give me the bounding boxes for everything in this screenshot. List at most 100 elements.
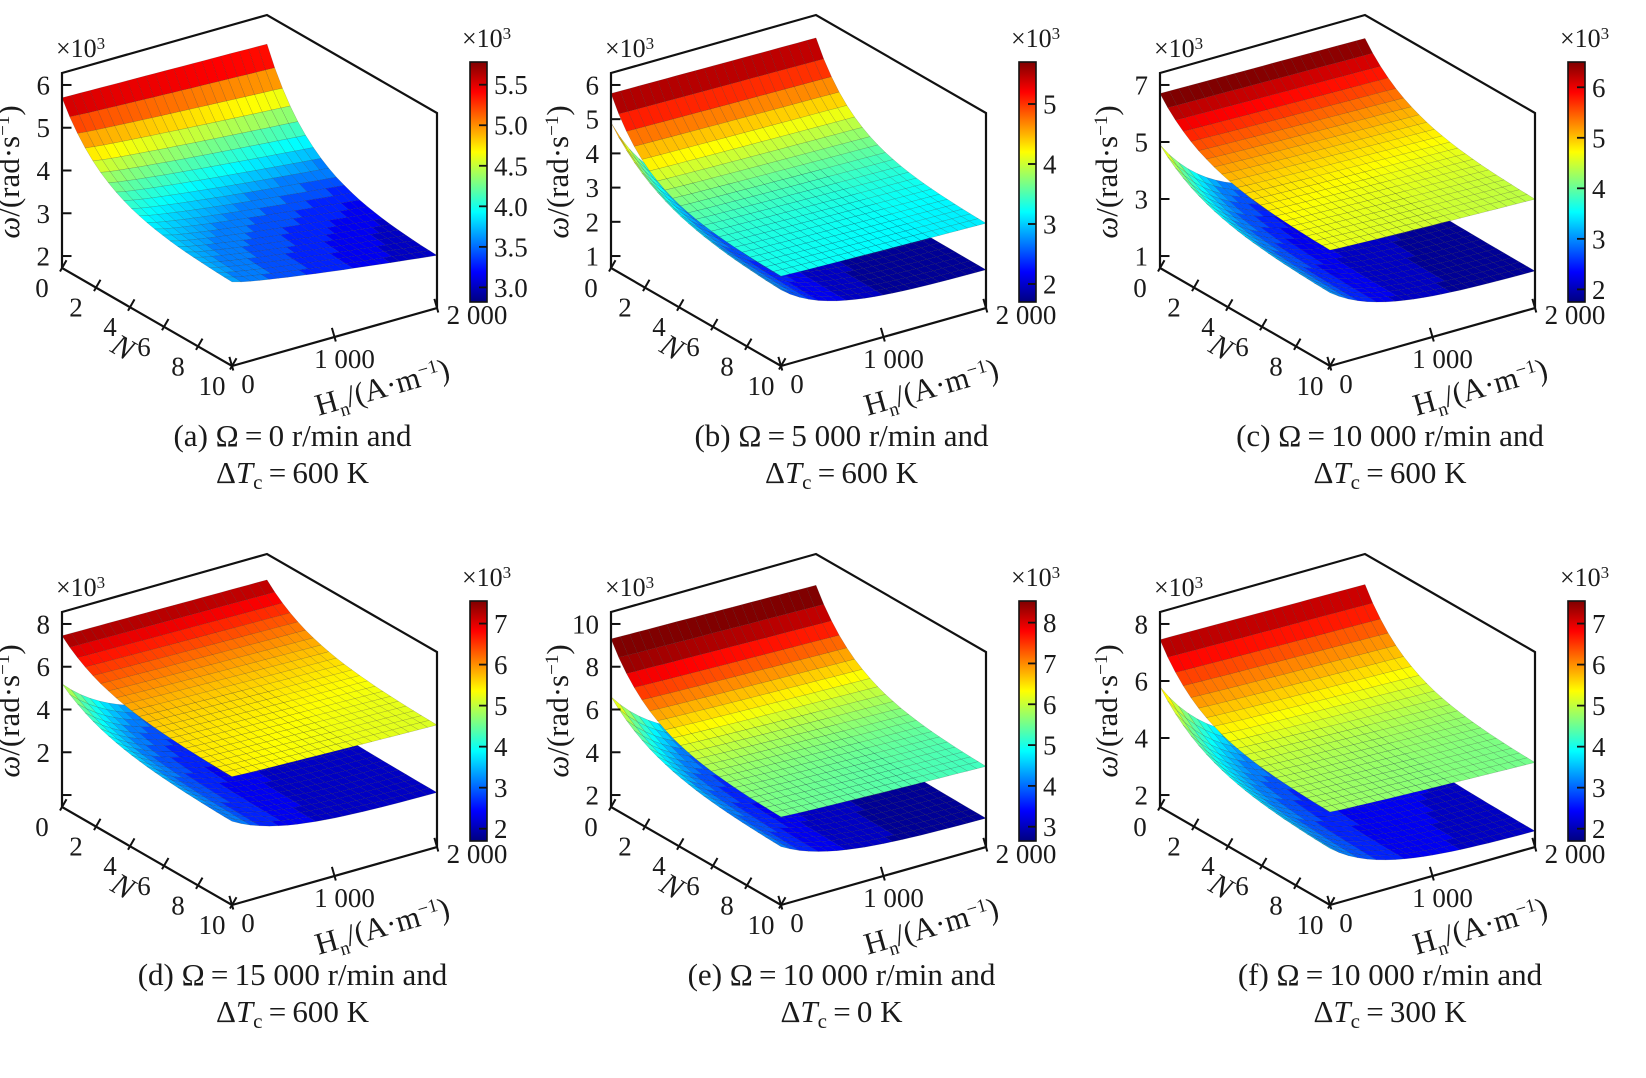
h-tick-label: 0 xyxy=(241,369,255,399)
h-tick-mark xyxy=(433,837,440,852)
n-tick-label: 4 xyxy=(1201,312,1215,342)
z-tick-label: 2 xyxy=(1135,781,1149,811)
caption-line2-part-T: T xyxy=(235,994,254,1029)
n-tick-label: 6 xyxy=(1235,332,1249,362)
z-axis-label: ω/(rad·s−1) xyxy=(540,644,575,777)
h-tick-label: 2 000 xyxy=(447,300,508,330)
colorbar-gradient xyxy=(1018,61,1037,303)
caption-line2-part-rest: = 600 K xyxy=(1360,455,1467,490)
colorbar-multiplier-label: ×103 xyxy=(462,563,511,592)
n-tick-label: 0 xyxy=(35,273,49,303)
colorbar-multiplier-label: ×103 xyxy=(1560,563,1609,592)
n-tick-label: 2 xyxy=(618,293,632,323)
n-tick-mark xyxy=(1327,357,1336,370)
caption-line1: (a) Ω = 0 r/min and xyxy=(173,418,412,453)
z-axis-label: ω/(rad·s−1) xyxy=(0,644,26,777)
n-tick-label: 6 xyxy=(137,871,151,901)
colorbar: 7 6 5 4 3 2 ×103 xyxy=(1560,563,1609,844)
caption-line1: (c) Ω = 10 000 r/min and xyxy=(1236,418,1544,453)
caption-line2: ΔTc = 600 K xyxy=(18,454,567,501)
n-tick-mark xyxy=(93,279,102,292)
caption-line2-part-delta: Δ xyxy=(215,455,236,490)
h-tick-label: 1 000 xyxy=(314,344,375,374)
z-tick-label: 4 xyxy=(586,738,600,768)
n-tick-mark xyxy=(676,837,685,851)
h-tick-label: 2 000 xyxy=(996,300,1057,330)
h-tick-mark xyxy=(1531,837,1538,852)
colorbar-multiplier-label: ×103 xyxy=(1011,24,1060,53)
caption-line2-part-T: T xyxy=(800,994,818,1029)
n-tick-mark xyxy=(744,877,753,890)
caption-line2-part-delta: Δ xyxy=(215,994,236,1029)
h-tick-label: 0 xyxy=(241,908,255,938)
caption-line2-part-sub: c xyxy=(1350,1008,1360,1033)
n-tick-label: 10 xyxy=(199,371,226,401)
colorbar: 5 4 3 2 ×103 xyxy=(1011,24,1060,303)
colorbar-tick-label: 4 xyxy=(1043,150,1057,180)
z-tick-label: 3 xyxy=(1135,185,1149,215)
caption-line1: (d) Ω = 15 000 r/min and xyxy=(137,957,448,992)
colorbar-tick-label: 2 xyxy=(1592,275,1606,305)
colorbar-gradient xyxy=(1567,600,1586,842)
colorbar-tick-label: 4 xyxy=(1592,732,1606,762)
surface-upper xyxy=(61,579,438,777)
caption-line2-part-T: T xyxy=(235,455,254,490)
caption-line2: ΔTc = 300 K xyxy=(1116,993,1646,1040)
n-tick-mark xyxy=(1225,298,1234,312)
h-tick-mark xyxy=(1326,356,1333,371)
caption-line2: ΔTc = 600 K xyxy=(1116,454,1646,501)
z-axis-multiplier-label: ×103 xyxy=(605,34,654,63)
z-tick-label: 6 xyxy=(37,70,51,100)
panel-caption: (a) Ω = 0 r/min and ΔTc = 600 K xyxy=(18,417,567,501)
n-tick-mark xyxy=(778,896,787,909)
n-tick-label: 10 xyxy=(748,910,775,940)
panel-caption: (b) Ω = 5 000 r/min and ΔTc = 600 K xyxy=(567,417,1116,501)
colorbar: 6 5 4 3 2 ×103 xyxy=(1560,24,1609,305)
z-tick-label: 4 xyxy=(37,156,51,186)
n-tick-mark xyxy=(642,818,651,831)
z-tick-label: 8 xyxy=(1135,609,1149,639)
h-tick-label: 0 xyxy=(1339,369,1353,399)
n-tick-label: 0 xyxy=(1133,812,1147,842)
h-tick-label: 2 000 xyxy=(996,839,1057,869)
n-tick-mark xyxy=(1225,837,1234,851)
colorbar-tick-label: 4.0 xyxy=(494,192,528,222)
colorbar-tick-label: 4 xyxy=(1043,771,1057,801)
z-axis-multiplier-label: ×103 xyxy=(605,573,654,602)
colorbar-tick-label: 5 xyxy=(1592,691,1606,721)
n-tick-mark xyxy=(744,338,753,351)
h-tick-label: 1 000 xyxy=(863,344,924,374)
panel-caption: (e) Ω = 10 000 r/min and ΔTc = 0 K xyxy=(567,956,1116,1040)
n-tick-mark xyxy=(1191,818,1200,831)
caption-line2-part-T: T xyxy=(784,455,803,490)
n-tick-mark xyxy=(59,259,68,272)
z-axis-label: ω/(rad·s−1) xyxy=(0,105,26,238)
colorbar-gradient xyxy=(1018,600,1037,842)
n-tick-label: 2 xyxy=(69,293,83,323)
n-tick-mark xyxy=(608,798,617,811)
n-tick-label: 4 xyxy=(652,312,666,342)
surface-single xyxy=(61,43,438,283)
z-tick-label: 10 xyxy=(572,609,599,639)
colorbar-multiplier-label: ×103 xyxy=(462,24,511,53)
n-tick-label: 10 xyxy=(1297,910,1324,940)
caption-line2: ΔTc = 0 K xyxy=(567,993,1116,1040)
colorbar-tick-label: 5 xyxy=(1592,123,1606,153)
h-tick-mark xyxy=(1428,327,1435,342)
z-axis-multiplier-label: ×103 xyxy=(1154,573,1203,602)
n-tick-mark xyxy=(229,357,238,370)
n-tick-mark xyxy=(642,279,651,292)
z-tick-label: 8 xyxy=(586,652,600,682)
colorbar-multiplier-label: ×103 xyxy=(1011,563,1060,592)
colorbar-gradient xyxy=(469,61,488,303)
n-tick-label: 2 xyxy=(1167,832,1181,862)
h-tick-label: 1 000 xyxy=(1412,883,1473,913)
colorbar-tick-label: 2 xyxy=(1592,814,1606,844)
n-tick-label: 6 xyxy=(686,332,700,362)
colorbar-tick-label: 4 xyxy=(1592,174,1606,204)
panel-caption: (d) Ω = 15 000 r/min and ΔTc = 600 K xyxy=(18,956,567,1040)
z-tick-label: 3 xyxy=(586,173,600,203)
n-tick-mark xyxy=(161,857,170,870)
